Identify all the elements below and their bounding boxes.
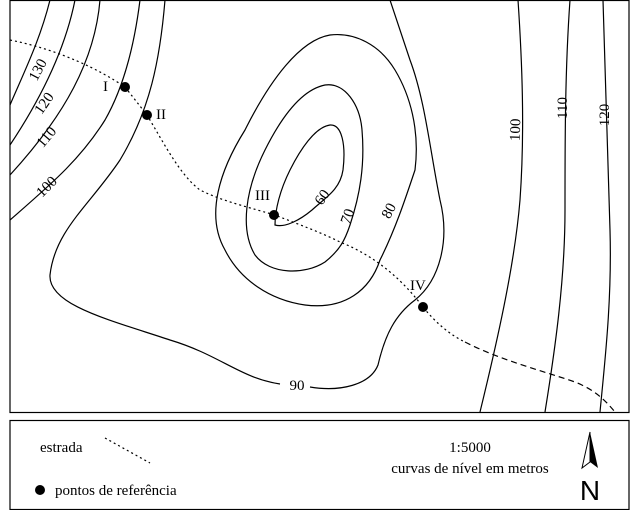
contour-60 bbox=[274, 124, 345, 227]
legend-road-line bbox=[104, 437, 151, 464]
contour-110 bbox=[9, 0, 101, 176]
contour-label: 70 bbox=[338, 207, 358, 227]
contour-label: 80 bbox=[379, 201, 400, 222]
reference-point bbox=[418, 302, 428, 312]
road-dotted bbox=[9, 39, 466, 343]
scale: 1:5000 bbox=[449, 440, 491, 456]
contour-120 bbox=[9, 0, 76, 146]
contour-label: 90 bbox=[290, 378, 305, 394]
contour-80 bbox=[215, 33, 417, 307]
contour-130 bbox=[9, 0, 51, 106]
road-dashed bbox=[464, 341, 616, 413]
legend-frame bbox=[9, 419, 630, 510]
contour-120-right bbox=[599, 0, 611, 413]
contour-note: curvas de nível em metros bbox=[391, 461, 549, 477]
point-label: I bbox=[103, 79, 108, 95]
contour-label: 100 bbox=[508, 118, 525, 141]
point-label: III bbox=[255, 188, 270, 204]
contour-70 bbox=[245, 84, 364, 272]
contour-label: 110 bbox=[555, 97, 571, 119]
contour-110-right bbox=[544, 0, 571, 413]
contour-90 bbox=[49, 0, 445, 390]
contour-100-right bbox=[479, 0, 524, 413]
point-label: IV bbox=[410, 278, 426, 294]
legend-road: estrada bbox=[40, 440, 83, 456]
contour-100-left bbox=[9, 0, 141, 221]
north-arrow bbox=[590, 432, 598, 468]
reference-point bbox=[269, 210, 279, 220]
north-label: N bbox=[580, 475, 600, 506]
legend-point-icon bbox=[35, 485, 45, 495]
reference-point bbox=[120, 82, 130, 92]
point-label: II bbox=[156, 107, 166, 123]
map-frame bbox=[9, 0, 630, 414]
north-arrow bbox=[581, 431, 591, 470]
legend-points: pontos de referência bbox=[55, 483, 177, 499]
contour-label: 120 bbox=[597, 104, 613, 127]
reference-point bbox=[142, 110, 152, 120]
